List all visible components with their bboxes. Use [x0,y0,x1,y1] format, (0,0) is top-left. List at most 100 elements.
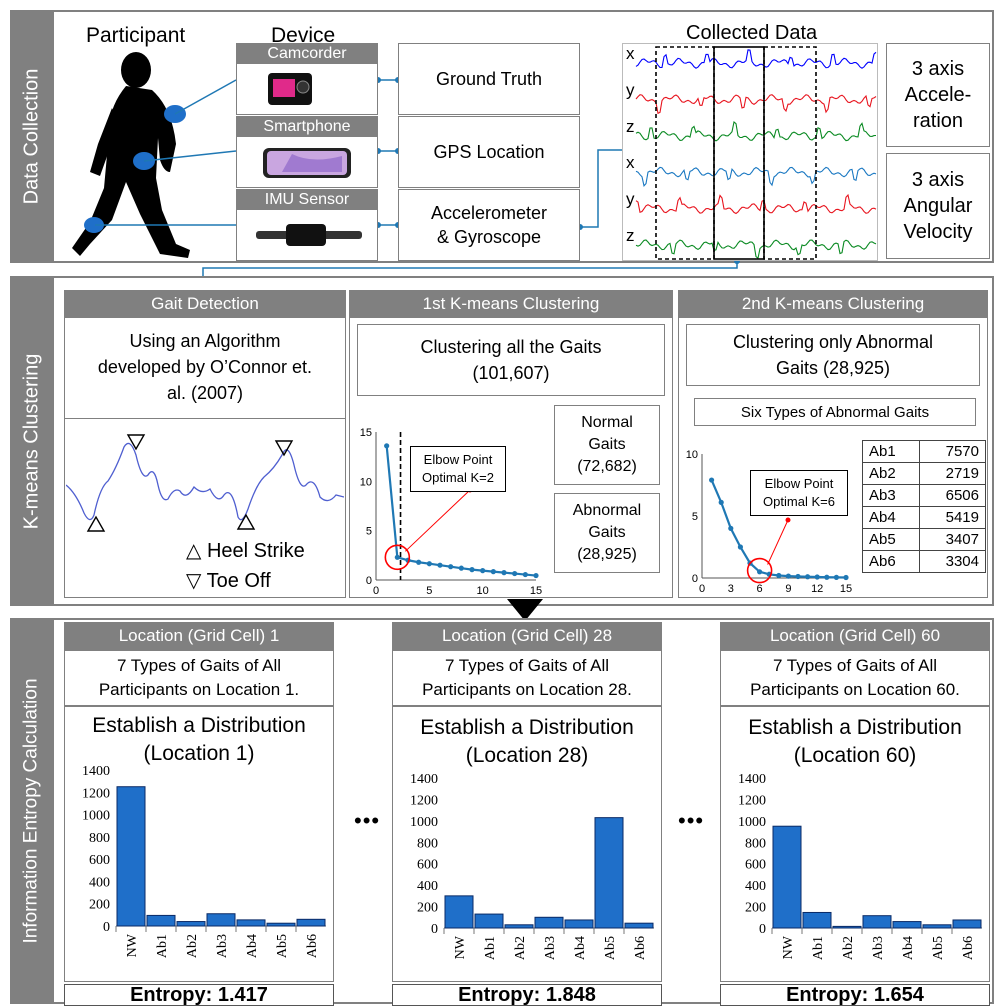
imu-sensor-icon [256,224,362,246]
accel-box: 3 axis Accele- ration [886,43,990,147]
y-tick-label: 1200 [82,786,110,801]
x-tick-label: Ab4 [245,934,260,958]
abnormal-type-label: Ab3 [862,484,920,507]
y-tick-label: 0 [103,920,110,935]
elbow-point [458,565,464,571]
dist-line: Establish a Distribution [420,716,634,739]
y-tick-label: 0 [759,922,766,937]
y-tick-label: 200 [417,901,438,916]
axis-label: x [626,44,635,63]
bar [832,925,862,929]
y-tick-label: 0 [366,575,372,587]
desc-line: Using an Algorithm [129,331,281,351]
elbow-pointer [404,489,471,552]
elbow-point [512,570,518,577]
gait-divider [64,418,346,419]
location-header: Location (Grid Cell) 60 [720,622,990,650]
signal-line [635,166,877,187]
six-types-label: Six Types of Abnormal Gaits [740,403,930,421]
y-tick-label: 10 [360,476,372,488]
x-tick-label: Ab5 [603,936,618,960]
gait-window [655,46,715,260]
elbow-point [469,567,475,573]
x-tick-label: 12 [811,583,823,595]
bar [236,919,266,927]
desc-line: Participants on Location 28. [422,680,632,699]
data-collection-label: Data Collection [10,10,54,263]
dist-line: (Location 60) [793,744,917,767]
location-desc: 7 Types of Gaits of All Participants on … [64,650,334,706]
elbow-point [718,499,724,505]
output-line: & Gyroscope [436,227,542,247]
bar [862,915,892,929]
desc-line: (101,607) [472,363,550,383]
section-title: Information Entropy Calculation [21,678,42,944]
y-tick-label: 800 [417,836,438,851]
distribution-bar-chart: 0 200 400 600 800 1000 1200 1400 NW Ab1 Ab2 Ab3 Ab4 A… [738,772,982,960]
elbow-circle [746,557,773,584]
y-tick-label: 1400 [82,764,110,779]
bar [146,914,176,927]
gait-signal-plot [66,434,344,532]
desc-line: Participants on Location 1. [98,680,300,699]
desc-line: 7 Types of Gaits of All [116,656,282,675]
bar [564,919,594,929]
signal-line [635,94,877,115]
desc-line: 7 Types of Gaits of All [444,656,610,675]
x-tick-label: Ab6 [633,936,648,960]
smartphone-icon [263,148,351,178]
elbow-line: Optimal K=6 [763,494,835,509]
elbow-line: Elbow Point [764,476,834,491]
elbow-chart-1: 0 5 10 15 0 5 10 15 [360,427,542,596]
elbow-circle [384,544,411,571]
elbow-point [533,572,539,579]
location-desc: 7 Types of Gaits of All Participants on … [720,650,990,706]
elbow-point [522,571,528,578]
location-desc: 7 Types of Gaits of All Participants on … [392,650,662,706]
distribution-title: Establish a Distribution (Location 28) [392,714,662,770]
collected-data-title: Collected Data [686,22,818,44]
section-title: K-means Clustering [20,353,43,529]
elbow-point [805,574,811,580]
abnormal-type-label: Ab4 [862,506,920,529]
dist-line: (Location 1) [143,742,255,765]
abnormal-line: (28,925) [577,546,637,563]
elbow-point [709,477,715,483]
desc-line: Clustering only Abnormal [732,332,934,352]
abnormal-type-label: Ab6 [862,550,920,573]
y-tick-label: 5 [692,511,698,523]
abnormal-gaits-box: Abnormal Gaits (28,925) [554,493,660,573]
normal-gaits-box: Normal Gaits (72,682) [554,405,660,485]
output-accel-gyro: Accelerometer & Gyroscope [398,189,580,261]
bar [594,817,624,929]
bar [772,825,802,929]
y-tick-label: 15 [360,427,372,439]
gait-window [763,46,817,260]
angular-line: Velocity [903,221,973,243]
elbow-point [833,574,839,580]
kmeans-label: K-means Clustering [10,276,54,606]
signal-line [635,120,877,142]
y-tick-label: 0 [431,922,438,937]
x-tick-label: Ab3 [543,936,558,960]
y-tick-label: 1400 [410,772,438,787]
ellipsis-1: ••• [354,808,381,833]
distribution-title: Establish a Distribution (Location 60) [720,714,990,770]
elbow-chart-2: 0 5 10 0 3 6 9 12 15 [686,449,852,595]
axis-label: y [626,190,635,209]
abnormal-type-label: Ab1 [862,440,920,463]
abnormal-type-label: Ab5 [862,528,920,551]
x-tick-label: 5 [426,585,432,596]
y-tick-label: 10 [686,449,698,461]
bar [802,911,832,929]
output-gps: GPS Location [398,116,580,188]
elbow-point [437,562,443,568]
elbow-point [394,554,400,560]
elbow-point [480,568,486,574]
collected-data-panel [622,43,878,261]
accel-line: Accele- [904,84,972,106]
toe-off-legend: ▽ Toe Off [186,570,271,592]
y-tick-label: 800 [745,836,766,851]
elbow-line: Optimal K=2 [422,470,494,485]
abnormal-type-count: 3304 [918,550,987,573]
